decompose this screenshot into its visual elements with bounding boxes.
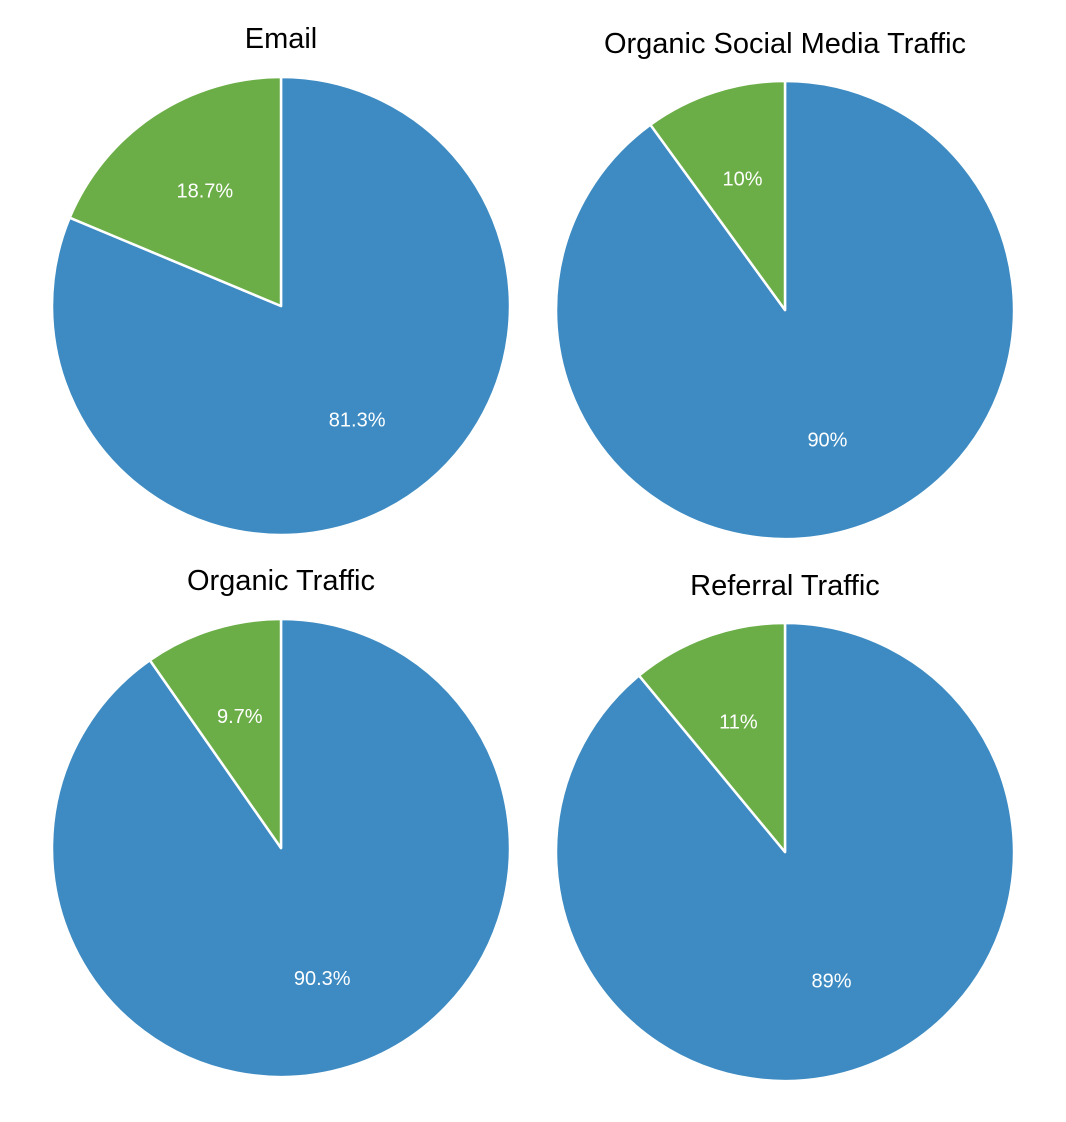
chart-title-organic-traffic: Organic Traffic [187, 565, 375, 597]
pie-slice-organic-traffic-1 [148, 617, 283, 850]
pie-chart-organic-traffic: 90.3% 9.7% Organic Traffic [50, 565, 512, 1079]
chart-title-organic-social-media-traffic: Organic Social Media Traffic [604, 28, 966, 60]
slice-label-email-0: 81.3% [329, 409, 386, 431]
chart-title-email: Email [245, 23, 318, 55]
slice-label-organic-traffic-1: 9.7% [217, 706, 263, 728]
pie-slice-referral-traffic-1 [637, 621, 787, 854]
chart-title-referral-traffic: Referral Traffic [690, 570, 880, 602]
slice-label-referral-traffic-1: 11% [719, 712, 758, 734]
slice-label-referral-traffic-0: 89% [812, 970, 852, 992]
slice-label-organic-social-media-traffic-1: 10% [723, 168, 763, 190]
pie-chart-email: 81.3% 18.7% Email [50, 23, 512, 537]
slice-label-organic-social-media-traffic-0: 90% [807, 430, 847, 452]
pie-slice-organic-social-media-traffic-1 [649, 79, 787, 312]
pie-chart-organic-social-media-traffic: 90% 10% Organic Social Media Traffic [554, 28, 1016, 541]
slice-label-organic-traffic-0: 90.3% [294, 968, 351, 990]
slice-label-email-1: 18.7% [176, 181, 233, 203]
pie-chart-referral-traffic: 89% 11% Referral Traffic [554, 570, 1016, 1083]
pie-slice-email-1 [68, 75, 283, 308]
